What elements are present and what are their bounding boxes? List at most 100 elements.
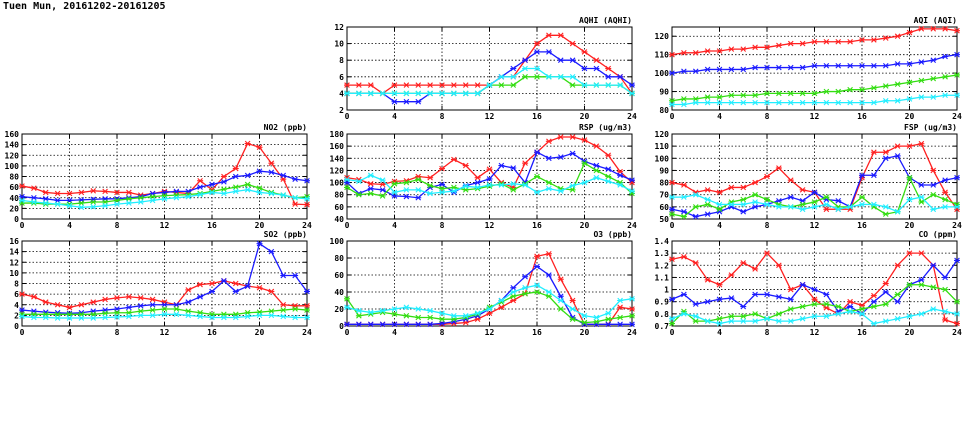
data-point xyxy=(268,288,275,295)
x-tick-label: 8 xyxy=(440,112,445,121)
data-point xyxy=(510,187,517,193)
data-point xyxy=(557,293,564,300)
data-point xyxy=(161,196,168,202)
data-point xyxy=(728,313,735,320)
data-point xyxy=(918,94,925,100)
data-point xyxy=(787,194,794,200)
data-point xyxy=(114,309,120,316)
data-point xyxy=(569,182,576,189)
data-point xyxy=(403,304,410,311)
data-point xyxy=(545,250,552,257)
data-point xyxy=(510,297,517,304)
data-point xyxy=(704,318,711,324)
data-point xyxy=(811,199,818,205)
data-point xyxy=(906,281,913,288)
data-point xyxy=(775,318,782,324)
data-point xyxy=(894,262,901,269)
y-tick-label: 1.3 xyxy=(655,249,670,258)
data-point xyxy=(823,206,830,213)
data-point xyxy=(462,162,469,169)
y-tick-label: 0 xyxy=(14,215,19,224)
data-point xyxy=(859,172,865,179)
y-tick-label: 12 xyxy=(9,258,19,267)
x-tick-label: 12 xyxy=(485,328,495,337)
data-point xyxy=(220,173,227,180)
data-point xyxy=(125,304,132,311)
data-point xyxy=(764,201,770,208)
y-tick-label: 80 xyxy=(334,191,344,200)
data-point xyxy=(486,310,493,317)
data-point xyxy=(304,201,310,208)
data-point xyxy=(557,74,564,80)
data-point xyxy=(403,313,410,319)
data-point xyxy=(629,177,635,183)
data-point xyxy=(954,92,960,99)
data-point xyxy=(870,292,877,299)
data-point xyxy=(906,250,913,256)
data-point xyxy=(137,312,144,319)
data-point xyxy=(19,291,25,297)
data-point xyxy=(811,204,818,210)
data-point xyxy=(304,303,310,309)
data-point xyxy=(811,286,818,293)
data-point xyxy=(617,172,624,179)
data-point xyxy=(244,140,251,147)
data-point xyxy=(882,301,889,307)
data-point xyxy=(605,310,612,317)
data-point xyxy=(403,98,410,105)
y-tick-label: 100 xyxy=(655,69,670,78)
data-point xyxy=(391,82,398,88)
data-point xyxy=(716,189,723,196)
data-point xyxy=(716,206,723,213)
data-point xyxy=(367,82,374,88)
data-point xyxy=(439,310,445,317)
data-point xyxy=(593,174,600,181)
data-point xyxy=(462,313,469,319)
data-point xyxy=(704,94,711,100)
data-point xyxy=(752,204,759,210)
data-point xyxy=(894,61,901,67)
data-point xyxy=(942,204,949,210)
data-point xyxy=(209,280,215,287)
data-point xyxy=(534,253,540,260)
data-point xyxy=(728,295,735,301)
data-point xyxy=(510,289,517,295)
y-tick-label: 60 xyxy=(9,183,19,192)
data-point xyxy=(569,306,576,312)
data-point xyxy=(367,180,374,187)
series-cyan xyxy=(344,65,635,97)
data-point xyxy=(569,297,576,304)
data-point xyxy=(439,90,445,97)
data-point xyxy=(557,154,564,160)
data-point xyxy=(764,196,770,203)
data-point xyxy=(918,194,925,200)
data-point xyxy=(740,201,747,208)
data-point xyxy=(220,278,227,284)
data-point xyxy=(870,85,877,91)
data-point xyxy=(581,179,588,186)
data-point xyxy=(859,306,865,312)
data-point xyxy=(355,191,362,198)
data-point xyxy=(137,295,144,301)
x-tick-label: 24 xyxy=(627,221,637,230)
data-point xyxy=(280,272,287,279)
data-point xyxy=(510,74,517,80)
data-point xyxy=(367,172,374,179)
data-point xyxy=(870,149,877,156)
data-point xyxy=(629,296,635,302)
data-point xyxy=(870,320,877,327)
data-point xyxy=(379,321,386,328)
data-point xyxy=(557,306,564,312)
data-point xyxy=(692,191,699,198)
data-point xyxy=(811,62,818,69)
data-point xyxy=(918,277,925,283)
data-point xyxy=(498,304,505,311)
data-point xyxy=(545,293,552,300)
y-tick-label: 160 xyxy=(330,142,345,151)
data-point xyxy=(344,82,350,88)
x-tick-label: 8 xyxy=(115,328,120,337)
data-point xyxy=(835,303,842,310)
data-point xyxy=(280,301,287,308)
data-point xyxy=(102,202,109,209)
